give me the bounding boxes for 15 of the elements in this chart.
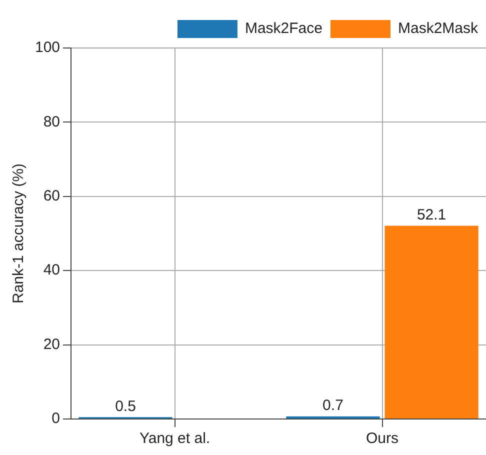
- data-label: 0.7: [322, 397, 344, 414]
- y-axis-title: Rank-1 accuracy (%): [10, 163, 28, 304]
- y-tick-label: 80: [43, 113, 60, 130]
- x-tick-label: Yang et al.: [139, 430, 210, 448]
- y-tick-label: 20: [43, 336, 60, 353]
- legend-label: Mask2Mask: [398, 20, 478, 38]
- y-tick-label: 40: [43, 262, 60, 279]
- legend-label: Mask2Face: [244, 20, 322, 38]
- x-tick-label: Ours: [366, 430, 399, 448]
- data-label: 0.5: [115, 398, 136, 415]
- y-tick-label: 0: [52, 410, 60, 428]
- bar: [384, 226, 478, 418]
- y-tick-label: 60: [43, 188, 60, 205]
- data-label: 52.1: [416, 206, 446, 224]
- y-tick-label: 100: [34, 39, 60, 56]
